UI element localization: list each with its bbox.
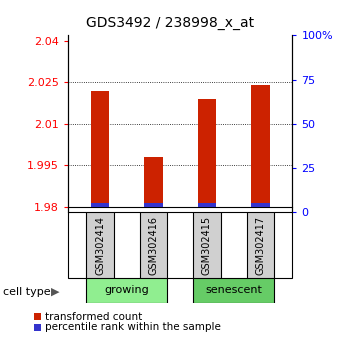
Bar [251, 85, 270, 207]
Text: senescent: senescent [205, 285, 262, 295]
Bar [193, 278, 274, 303]
Text: transformed count: transformed count [45, 312, 142, 322]
Text: GSM302415: GSM302415 [202, 216, 212, 275]
Bar [91, 203, 109, 207]
Text: percentile rank within the sample: percentile rank within the sample [45, 322, 221, 332]
Bar [91, 91, 109, 207]
Bar [247, 212, 274, 278]
Text: growing: growing [104, 285, 149, 295]
Bar [144, 203, 163, 207]
Bar [140, 212, 167, 278]
Text: GSM302417: GSM302417 [255, 216, 265, 275]
Bar [193, 212, 221, 278]
Text: GSM302416: GSM302416 [149, 216, 158, 275]
Bar [144, 157, 163, 207]
Bar [198, 203, 216, 207]
Bar [198, 99, 216, 207]
Text: cell type: cell type [3, 287, 51, 297]
Bar [251, 203, 270, 207]
Text: ▶: ▶ [51, 287, 60, 297]
Bar [86, 212, 114, 278]
Text: GDS3492 / 238998_x_at: GDS3492 / 238998_x_at [86, 16, 254, 30]
Text: GSM302414: GSM302414 [95, 216, 105, 275]
Bar [86, 278, 167, 303]
